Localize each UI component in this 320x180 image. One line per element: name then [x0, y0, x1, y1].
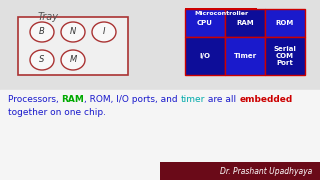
FancyBboxPatch shape — [160, 162, 320, 180]
FancyBboxPatch shape — [265, 37, 305, 75]
Text: , ROM, I/O ports, and: , ROM, I/O ports, and — [84, 95, 181, 104]
Text: timer: timer — [181, 95, 205, 104]
Ellipse shape — [92, 22, 116, 42]
Text: embedded: embedded — [239, 95, 292, 104]
Text: B: B — [39, 28, 45, 37]
Text: Serial
COM
Port: Serial COM Port — [274, 46, 296, 66]
FancyBboxPatch shape — [185, 37, 225, 75]
Text: I/O: I/O — [199, 53, 211, 59]
FancyBboxPatch shape — [265, 9, 305, 37]
Text: RAM: RAM — [62, 95, 84, 104]
Ellipse shape — [61, 22, 85, 42]
Text: Dr. Prashant Upadhyaya: Dr. Prashant Upadhyaya — [220, 166, 312, 176]
Text: ROM: ROM — [276, 20, 294, 26]
Ellipse shape — [61, 50, 85, 70]
Text: I: I — [103, 28, 105, 37]
FancyBboxPatch shape — [185, 8, 257, 19]
Text: RAM: RAM — [236, 20, 254, 26]
Text: S: S — [39, 55, 45, 64]
Text: N: N — [70, 28, 76, 37]
Text: CPU: CPU — [197, 20, 213, 26]
Text: Microcontroller: Microcontroller — [194, 11, 248, 16]
Text: are all: are all — [205, 95, 239, 104]
Text: Processors,: Processors, — [8, 95, 62, 104]
FancyBboxPatch shape — [18, 17, 128, 75]
Ellipse shape — [30, 22, 54, 42]
Ellipse shape — [30, 50, 54, 70]
Text: M: M — [69, 55, 76, 64]
Text: together on one chip.: together on one chip. — [8, 108, 106, 117]
FancyBboxPatch shape — [185, 9, 225, 37]
FancyBboxPatch shape — [225, 9, 265, 37]
Text: Timer: Timer — [233, 53, 257, 59]
Text: Tray: Tray — [38, 12, 59, 22]
FancyBboxPatch shape — [225, 37, 265, 75]
